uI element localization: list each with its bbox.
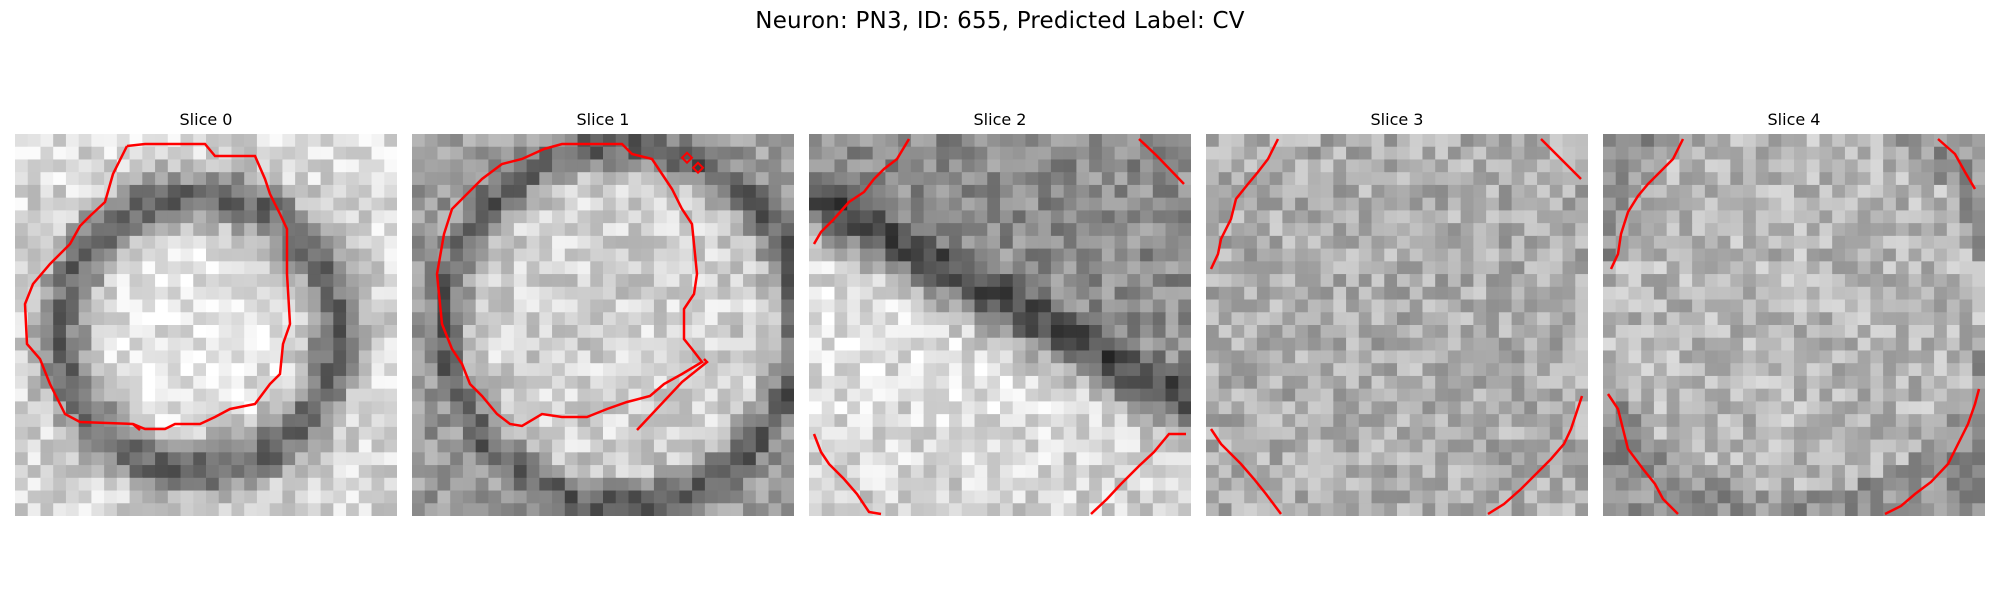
slice-1-contour-edge [636,358,709,431]
slice-3-image [1206,134,1588,516]
slice-0-contour-gap [132,423,141,431]
slice-2-contour-br [1090,432,1186,515]
slice-3-contour-tr [1540,138,1582,180]
slice-4-contour-tl [1609,138,1685,270]
slice-1-image [412,134,794,516]
slice-0-pixels [15,134,397,516]
slice-3-contour-tl [1209,138,1280,270]
slice-1-marker-a [680,151,694,165]
slice-4-pixels [1603,134,1985,516]
slice-2-image [809,134,1191,516]
slice-4-contour-bl [1606,393,1679,515]
slice-3-pixels [1206,134,1588,516]
slice-3-contour-bl [1209,428,1282,515]
slice-0-contour [23,142,292,431]
slice-4-contour-tr [1937,138,1977,190]
slice-3-title: Slice 3 [1370,110,1424,129]
slice-3-contour-br [1487,395,1584,516]
slice-2-title: Slice 2 [973,110,1027,129]
slice-2-contour-tl [812,138,911,245]
slice-1-title: Slice 1 [576,110,630,129]
slice-2-pixels [809,134,1191,516]
slice-0-image [15,134,397,516]
slice-0-title: Slice 0 [179,110,233,129]
slice-2-contour-bl [812,433,882,516]
slice-1-contour [435,142,704,428]
slice-4-title: Slice 4 [1767,110,1821,129]
figure-title: Neuron: PN3, ID: 655, Predicted Label: C… [755,8,1245,34]
slice-1-marker-b [691,161,705,175]
slice-4-image [1603,134,1985,516]
slice-4-contour-br [1884,388,1981,516]
slice-2-contour-tr [1138,138,1185,185]
